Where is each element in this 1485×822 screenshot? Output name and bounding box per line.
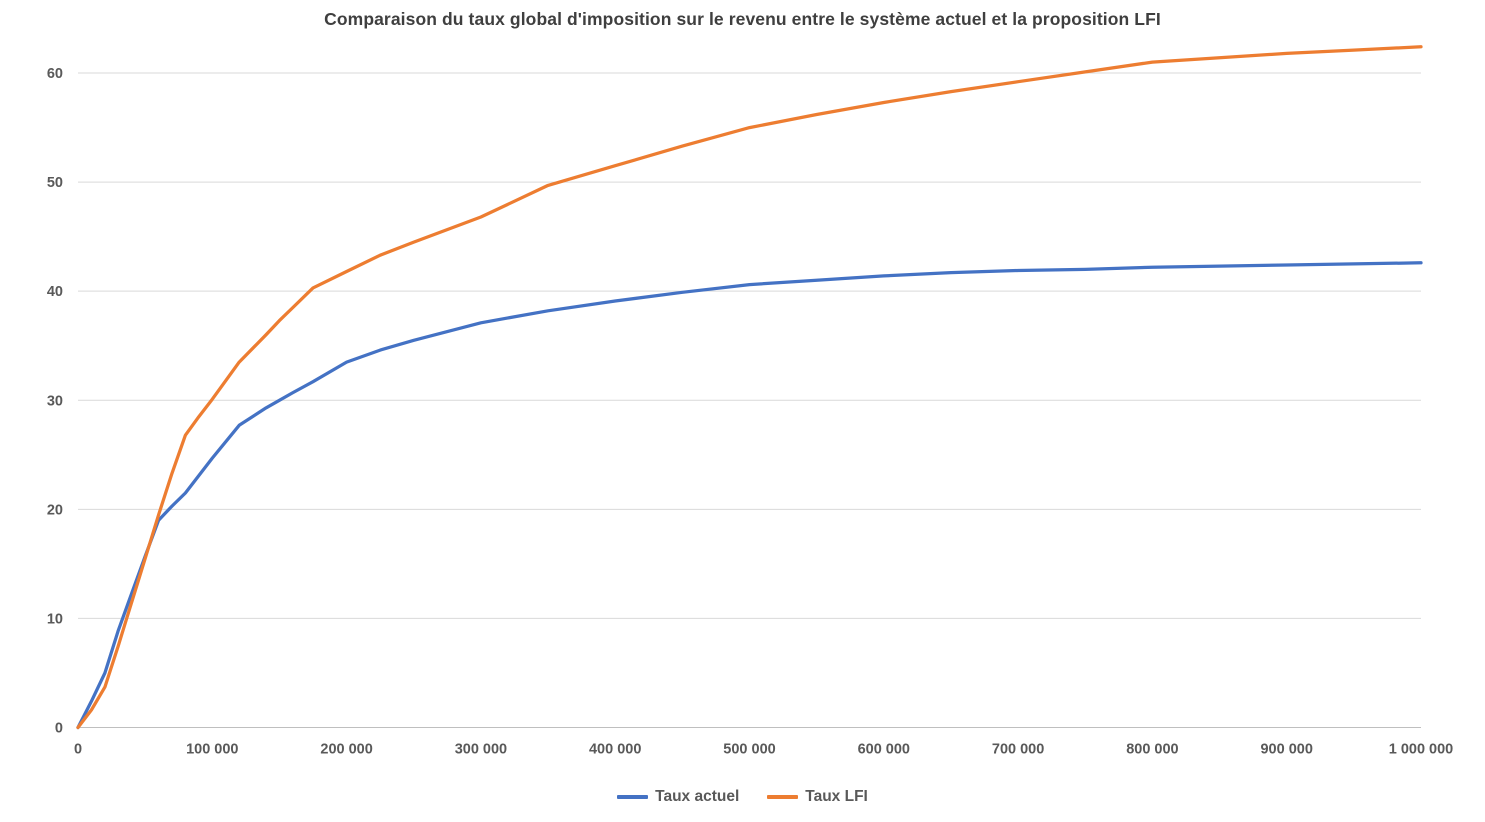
- y-tick-label: 10: [47, 611, 63, 627]
- y-tick-label: 50: [47, 175, 63, 191]
- legend-label-taux-actuel: Taux actuel: [655, 788, 740, 805]
- x-tick-label: 800 000: [1126, 742, 1178, 758]
- x-tick-label: 900 000: [1260, 742, 1312, 758]
- x-tick-label: 0: [74, 742, 82, 758]
- x-tick-label: 500 000: [723, 742, 775, 758]
- series-taux-lfi-line: [76, 45, 1423, 730]
- y-tick-label: 0: [55, 721, 63, 737]
- x-tick-label: 700 000: [992, 742, 1044, 758]
- x-tick-label: 200 000: [320, 742, 372, 758]
- x-tick-label: 400 000: [589, 742, 641, 758]
- legend-swatch-taux-actuel: [617, 795, 649, 799]
- y-tick-label: 20: [47, 502, 63, 518]
- x-tick-label: 300 000: [455, 742, 507, 758]
- legend-item-taux-actuel: Taux actuel: [617, 788, 739, 806]
- series-taux-actuel-line: [76, 261, 1423, 730]
- legend-item-taux-lfi: Taux LFI: [767, 788, 868, 806]
- legend-swatch-taux-lfi: [767, 795, 799, 799]
- legend-label-taux-lfi: Taux LFI: [805, 788, 868, 805]
- y-tick-label: 40: [47, 284, 63, 300]
- x-tick-label: 1 000 000: [1389, 742, 1454, 758]
- y-tick-label: 30: [47, 393, 63, 409]
- chart-title: Comparaison du taux global d'imposition …: [324, 9, 1161, 29]
- y-tick-label: 60: [47, 66, 63, 82]
- legend: Taux actuel Taux LFI: [0, 780, 1485, 814]
- x-tick-label: 100 000: [186, 742, 238, 758]
- x-tick-label: 600 000: [858, 742, 910, 758]
